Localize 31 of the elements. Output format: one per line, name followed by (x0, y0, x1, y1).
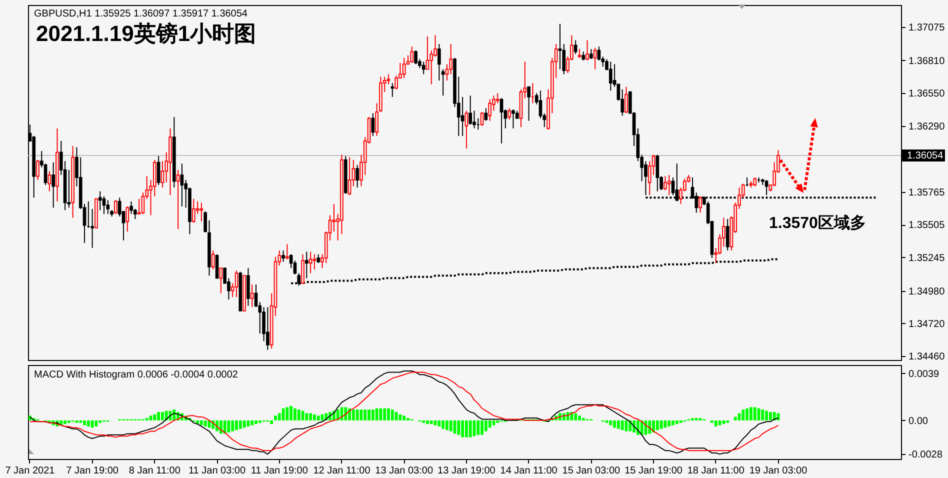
chart-subtitle: GBPUSD,H1 1.35925 1.36097 1.35917 1.36054 (34, 8, 248, 20)
y-tick-label: 1.35245 (908, 252, 946, 264)
x-tick-label: 18 Jan 11:00 (687, 466, 745, 476)
text: 2021.1.19英镑1小时图 (36, 21, 256, 46)
y-tick-label: 1.34460 (908, 352, 946, 363)
y-tick-label: 1.36290 (908, 121, 946, 132)
x-tick-label: 12 Jan 11:00 (313, 466, 371, 476)
annotation: 1.3570区域多 (769, 214, 866, 232)
x-tick-label: 7 Jan 2021 (5, 466, 56, 476)
y-tick-label: 1.36550 (908, 88, 946, 100)
x-tick-label: 13 Jan 19:00 (438, 466, 496, 476)
x-tick-label: 14 Jan 11:00 (500, 466, 558, 476)
ref-line-label: 1.36054 (907, 150, 944, 162)
y-tick-label: 0.00 (908, 416, 928, 427)
y-tick-label: 1.35765 (908, 187, 946, 198)
x-tick-label: 13 Jan 03:00 (375, 466, 434, 476)
y-tick-label: 1.37075 (908, 22, 946, 34)
y-tick-label: 1.36810 (908, 56, 946, 67)
text: MACD With Histogram 0.0006 -0.0004 0.0002 (34, 370, 238, 380)
x-tick-label: 7 Jan 19:00 (66, 466, 119, 476)
x-tick-label: 8 Jan 11:00 (128, 466, 181, 476)
y-tick-label: 0.0039 (908, 368, 940, 380)
y-tick-label: 1.34720 (908, 318, 946, 330)
x-tick-label: 11 Jan 19:00 (250, 466, 308, 476)
y-tick-label: 1.34980 (908, 286, 946, 298)
x-tick-label: 19 Jan 03:00 (749, 466, 808, 476)
x-tick-label: 15 Jan 19:00 (624, 466, 683, 476)
x-tick-label: 11 Jan 03:00 (188, 466, 246, 476)
x-tick-label: 15 Jan 03:00 (562, 466, 621, 476)
y-tick-label: 1.35505 (908, 220, 946, 232)
y-tick-label: -0.0028 (908, 450, 943, 461)
